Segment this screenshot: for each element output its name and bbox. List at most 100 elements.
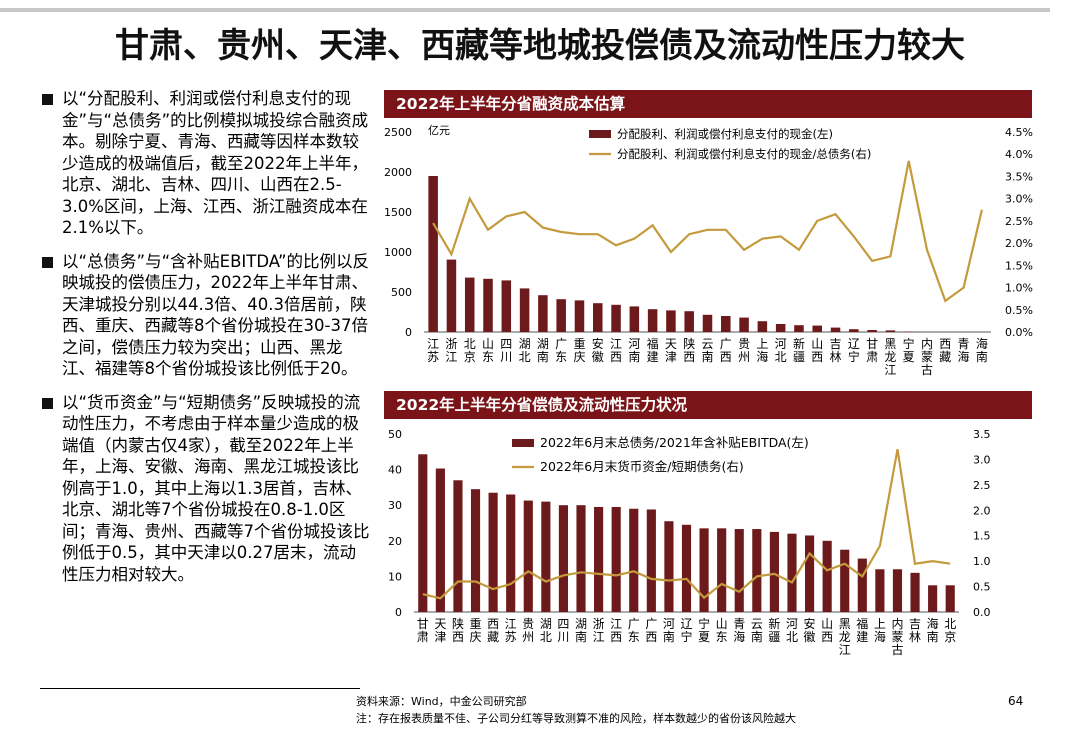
- right-axis-tick-label: 0.5%: [1005, 304, 1033, 317]
- bar: [699, 528, 709, 612]
- category-label: 辽宁: [848, 337, 860, 364]
- right-axis-tick-label: 3.5: [973, 428, 991, 441]
- bar: [488, 492, 498, 612]
- bullet-item: 以“分配股利、利润或偿付利息支付的现金”与“总债务”的比例模拟城投综合融资成本。…: [40, 88, 370, 239]
- category-label: 天津: [434, 617, 446, 644]
- left-axis-tick-label: 50: [388, 428, 402, 441]
- category-label: 福建: [647, 336, 659, 364]
- bar: [752, 529, 762, 612]
- category-label: 天津: [665, 337, 677, 364]
- footer-rule: [40, 688, 360, 689]
- bar: [470, 489, 481, 612]
- category-label: 江西: [610, 337, 622, 364]
- category-label: 广西: [645, 617, 657, 644]
- bar: [875, 569, 885, 612]
- right-axis-tick-label: 2.0%: [1005, 237, 1033, 250]
- footnote: 注：存在报表质量不佳、子公司分红等导致测算不准的风险，样本数越少的省份该风险越大: [356, 712, 796, 725]
- bar: [664, 521, 674, 612]
- bar: [576, 505, 586, 612]
- category-label: 云南: [701, 337, 713, 364]
- category-label: 北京: [944, 617, 956, 644]
- category-label: 福建: [856, 616, 868, 644]
- page-number: 64: [1008, 694, 1024, 708]
- left-axis-tick-label: 0: [395, 606, 402, 619]
- right-axis-tick-label: 3.0%: [1005, 193, 1033, 206]
- category-label: 内蒙古: [921, 337, 933, 377]
- bar: [812, 325, 822, 332]
- unit-label: 亿元: [428, 124, 450, 137]
- left-axis-tick-label: 30: [388, 499, 402, 512]
- legend-bar-label: 分配股利、利润或偿付利息支付的现金(左): [617, 127, 833, 141]
- category-label: 安徽: [804, 616, 816, 644]
- bar: [428, 176, 438, 332]
- category-label: 新疆: [793, 336, 805, 364]
- chart1-header: 2022年上半年分省融资成本估算: [384, 90, 1032, 118]
- legend-bar-swatch: [589, 130, 611, 138]
- bullet-square-icon: [42, 256, 53, 268]
- bar: [446, 259, 457, 332]
- category-label: 贵州: [522, 617, 534, 644]
- bullet-text: 以“分配股利、利润或偿付利息支付的现金”与“总债务”的比例模拟城投综合融资成本。…: [62, 89, 369, 237]
- category-label: 河南: [663, 617, 675, 644]
- category-label: 湖南: [575, 616, 587, 644]
- category-label: 河南: [628, 337, 640, 364]
- legend-bar-label: 2022年6月末总债务/2021年含补贴EBITDA(左): [540, 435, 809, 450]
- category-label: 陕西: [683, 336, 695, 364]
- bar: [538, 295, 548, 332]
- bar: [757, 321, 768, 332]
- bar: [822, 540, 832, 612]
- bar: [684, 311, 694, 332]
- left-axis-tick-label: 20: [388, 535, 402, 548]
- bar: [849, 329, 859, 332]
- right-axis-tick-label: 1.0%: [1005, 282, 1033, 295]
- bar: [885, 330, 896, 332]
- bar: [734, 529, 744, 612]
- category-label: 青海: [958, 337, 970, 364]
- ratio-line: [432, 160, 983, 303]
- bullet-text: 以“货币资金”与“短期债务”反映城投的流动性压力，不考虑由于样本量少造成的极端值…: [62, 392, 370, 584]
- left-axis-tick-label: 1000: [384, 246, 412, 259]
- bar: [681, 524, 692, 612]
- bullet-square-icon: [42, 397, 53, 409]
- category-label: 湖南: [537, 336, 549, 364]
- category-label: 广东: [555, 337, 567, 364]
- bar: [721, 316, 731, 332]
- right-axis-tick-label: 1.0: [973, 555, 991, 568]
- category-label: 陕西: [452, 616, 464, 644]
- category-label: 青海: [733, 617, 745, 644]
- bullet-list: 以“分配股利、利润或偿付利息支付的现金”与“总债务”的比例模拟城投综合融资成本。…: [40, 88, 370, 597]
- bar: [702, 314, 713, 332]
- bullet-item: 以“总债务”与“含补贴EBITDA”的比例以反映城投的偿债压力，2022年上半年…: [40, 251, 370, 380]
- bar: [453, 480, 463, 612]
- bar: [892, 569, 903, 612]
- bar: [594, 506, 604, 612]
- bar: [739, 317, 749, 332]
- chart2-header: 2022年上半年分省偿债及流动性压力状况: [384, 391, 1032, 419]
- category-label: 山东: [482, 337, 494, 364]
- category-label: 湖北: [540, 616, 552, 644]
- bar: [611, 304, 621, 332]
- bar: [794, 325, 804, 332]
- left-axis-tick-label: 2500: [384, 126, 412, 139]
- left-axis-tick-label: 500: [391, 286, 412, 299]
- category-label: 河北: [786, 617, 798, 644]
- category-label: 海南: [927, 616, 939, 644]
- bar: [867, 330, 877, 332]
- category-label: 广东: [628, 617, 640, 644]
- right-axis-tick-label: 0.0%: [1005, 326, 1033, 339]
- category-label: 吉林: [830, 337, 842, 364]
- category-label: 海南: [976, 336, 988, 364]
- category-label: 重庆: [573, 337, 585, 364]
- bar: [775, 324, 786, 332]
- right-axis-tick-label: 3.0: [973, 453, 991, 466]
- bar: [910, 572, 920, 612]
- right-axis-tick-label: 2.5%: [1005, 215, 1033, 228]
- bar: [840, 549, 850, 612]
- category-label: 新疆: [768, 616, 780, 644]
- category-label: 云南: [751, 617, 763, 644]
- bar: [804, 535, 815, 612]
- category-label: 西藏: [939, 337, 951, 364]
- bar: [666, 310, 676, 332]
- bar: [506, 494, 516, 612]
- category-label: 江西: [610, 617, 622, 644]
